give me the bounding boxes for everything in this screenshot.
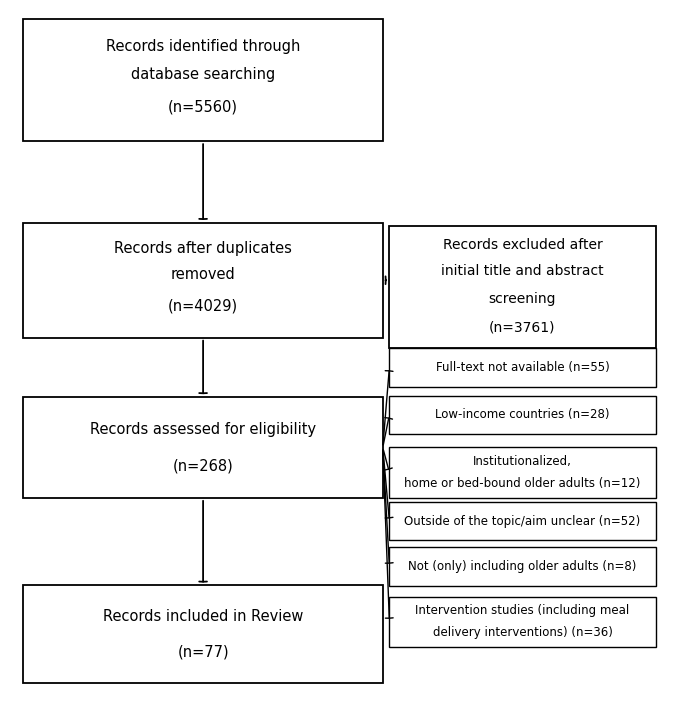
- Text: (n=3761): (n=3761): [490, 321, 555, 334]
- Text: screening: screening: [489, 292, 556, 306]
- Bar: [390, 226, 656, 348]
- Text: (n=77): (n=77): [177, 644, 229, 659]
- Bar: [390, 447, 656, 498]
- Text: Intervention studies (including meal: Intervention studies (including meal: [416, 604, 629, 617]
- Text: Institutionalized,: Institutionalized,: [473, 455, 572, 468]
- Text: Records excluded after: Records excluded after: [443, 237, 602, 252]
- Text: (n=5560): (n=5560): [168, 100, 238, 114]
- Bar: [390, 348, 656, 387]
- Bar: [23, 397, 383, 498]
- Text: Outside of the topic/aim unclear (n=52): Outside of the topic/aim unclear (n=52): [405, 515, 640, 528]
- Bar: [23, 19, 383, 141]
- Text: initial title and abstract: initial title and abstract: [441, 264, 604, 279]
- Text: Not (only) including older adults (n=8): Not (only) including older adults (n=8): [408, 560, 637, 573]
- Text: Records after duplicates: Records after duplicates: [114, 240, 292, 255]
- Bar: [390, 502, 656, 540]
- Bar: [23, 223, 383, 338]
- Bar: [390, 597, 656, 647]
- Text: Full-text not available (n=55): Full-text not available (n=55): [436, 361, 609, 374]
- Bar: [23, 585, 383, 683]
- Text: delivery interventions) (n=36): delivery interventions) (n=36): [433, 626, 612, 639]
- Bar: [390, 547, 656, 586]
- Text: (n=268): (n=268): [172, 458, 234, 473]
- Bar: [390, 395, 656, 434]
- Text: database searching: database searching: [131, 67, 275, 82]
- Text: home or bed-bound older adults (n=12): home or bed-bound older adults (n=12): [404, 477, 641, 490]
- Text: Records included in Review: Records included in Review: [103, 609, 304, 624]
- Text: Low-income countries (n=28): Low-income countries (n=28): [435, 408, 610, 421]
- Text: Records identified through: Records identified through: [106, 38, 300, 53]
- Text: Records assessed for eligibility: Records assessed for eligibility: [90, 422, 316, 437]
- Text: removed: removed: [170, 267, 236, 282]
- Text: (n=4029): (n=4029): [168, 298, 238, 313]
